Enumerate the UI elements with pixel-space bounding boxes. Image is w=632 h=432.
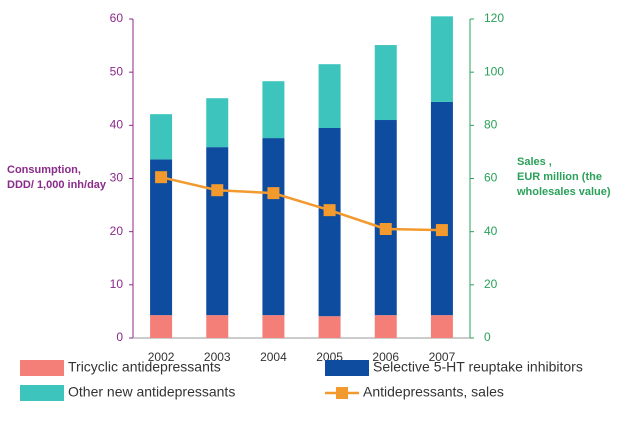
x-tick-label: 2003	[204, 350, 231, 364]
y2-tick-label: 100	[484, 64, 504, 78]
bar-segment	[318, 64, 341, 128]
y-tick-label: 20	[110, 224, 124, 238]
x-tick-label: 2007	[429, 350, 456, 364]
bar-segment	[262, 315, 285, 338]
y2-tick-label: 60	[484, 171, 498, 185]
bar-segment	[430, 315, 453, 338]
y-axis-label: Consumption,	[7, 164, 81, 176]
sales-marker	[323, 204, 336, 217]
y-tick-label: 60	[110, 11, 124, 25]
legend-swatch	[325, 360, 369, 376]
legend-swatch	[20, 385, 64, 401]
bar-segment	[206, 98, 229, 148]
bar-segment	[262, 81, 285, 139]
bar-segment	[374, 120, 397, 316]
sales-marker	[267, 187, 280, 200]
x-tick-label: 2006	[372, 350, 399, 364]
bar-segment	[206, 315, 229, 338]
y-tick-label: 30	[110, 171, 124, 185]
bar-segment	[430, 16, 453, 102]
bar-segment	[318, 127, 341, 317]
legend-label: Other new antidepressants	[68, 384, 235, 400]
bar-segment	[150, 159, 173, 316]
y-tick-label: 40	[110, 118, 124, 132]
sales-marker	[379, 223, 392, 236]
y-tick-label: 0	[116, 330, 123, 344]
x-tick-label: 2002	[148, 350, 175, 364]
y2-axis-label: Sales ,	[517, 156, 552, 168]
legend-label: Antidepressants, sales	[363, 384, 504, 400]
bar-segment	[318, 316, 341, 338]
bar-segment	[374, 45, 397, 121]
bar-segment	[150, 114, 173, 160]
y-tick-label: 10	[110, 277, 124, 291]
legend-swatch	[20, 360, 64, 376]
bar-segment	[374, 315, 397, 338]
legend-marker	[336, 387, 348, 399]
sales-marker	[435, 224, 448, 237]
bar-segment	[430, 101, 453, 316]
y-axis-label: DDD/ 1,000 inh/day	[7, 179, 107, 191]
sales-marker	[211, 184, 224, 197]
legend-label: Tricyclic antidepressants	[68, 359, 221, 375]
y2-tick-label: 120	[484, 11, 504, 25]
y-tick-label: 50	[110, 64, 124, 78]
bar-segment	[262, 138, 285, 316]
y2-tick-label: 0	[484, 330, 491, 344]
bar-segment	[150, 315, 173, 338]
y2-tick-label: 40	[484, 224, 498, 238]
y2-axis-label: wholesales value)	[516, 186, 611, 198]
y2-tick-label: 80	[484, 118, 498, 132]
y2-axis-label: EUR million (the	[517, 171, 602, 183]
legend-label: Selective 5-HT reuptake inhibitors	[373, 359, 583, 375]
y2-tick-label: 20	[484, 277, 498, 291]
sales-line	[160, 175, 442, 232]
bar-segment	[206, 147, 229, 316]
sales-marker	[155, 171, 168, 184]
x-tick-label: 2004	[260, 350, 287, 364]
